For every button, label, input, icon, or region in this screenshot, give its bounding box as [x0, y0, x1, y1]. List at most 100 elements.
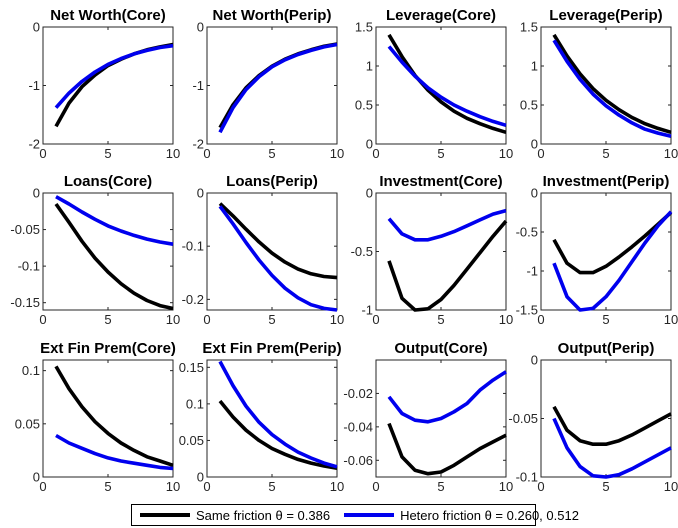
y-tick-label: 0	[33, 20, 40, 35]
x-tick-label: 5	[104, 479, 111, 494]
x-tick-label: 0	[372, 479, 379, 494]
x-tick-label: 5	[268, 479, 275, 494]
y-tick-label: -0.06	[343, 453, 373, 468]
x-tick-label: 0	[39, 146, 46, 161]
panel-8: Investment(Perip) 0 5 10 -1.5 -1 -0.5 0	[516, 173, 678, 327]
x-tick-label: 5	[602, 312, 609, 327]
panel-title: Net Worth(Perip)	[213, 7, 332, 24]
y-tick-label: 0.05	[179, 433, 204, 448]
series-line-hetero	[387, 370, 507, 424]
y-tick-label: -0.15	[10, 295, 40, 310]
legend-item-hetero: Hetero friction θ = 0.260, 0.512	[336, 508, 579, 523]
x-tick-label: 0	[203, 312, 210, 327]
legend-line-hetero	[344, 513, 395, 517]
x-tick-label: 10	[499, 146, 513, 161]
y-tick-label: 0.1	[186, 396, 204, 411]
y-tick-label: 1	[366, 59, 373, 74]
y-tick-label: -2	[28, 137, 40, 152]
x-tick-label: 10	[664, 479, 678, 494]
panel-1: Net Worth(Core) 0 5 10 -2 -1 0	[28, 7, 180, 161]
series-line-same	[387, 422, 507, 476]
panel-title: Ext Fin Prem(Perip)	[202, 340, 341, 357]
axes-box	[206, 26, 338, 145]
x-tick-label: 5	[268, 146, 275, 161]
series-line-hetero	[387, 208, 507, 242]
series-line-same	[54, 42, 174, 128]
panel-title: Output(Core)	[394, 340, 487, 357]
legend-label-same: Same friction θ = 0.386	[196, 507, 331, 523]
y-tick-label: -1	[192, 78, 204, 93]
series-line-same	[552, 405, 672, 447]
y-tick-label: -0.5	[516, 225, 538, 240]
y-tick-label: -0.04	[343, 419, 373, 434]
y-tick-label: 0	[531, 186, 538, 201]
y-tick-label: -1	[28, 78, 40, 93]
x-tick-label: 0	[372, 312, 379, 327]
y-tick-label: 0	[531, 353, 538, 368]
y-tick-label: 0	[366, 186, 373, 201]
series-line-hetero	[552, 210, 673, 312]
y-tick-label: 0	[197, 470, 204, 485]
panel-title: Leverage(Core)	[386, 7, 496, 24]
x-tick-label: 0	[39, 312, 46, 327]
y-tick-label: 0	[366, 137, 373, 152]
series-line-same	[387, 219, 508, 312]
x-tick-label: 5	[437, 312, 444, 327]
panel-9: Ext Fin Prem(Core) 0 5 10 0 0.05 0.1	[15, 340, 181, 494]
series-line-same	[218, 399, 338, 470]
x-tick-label: 10	[166, 146, 180, 161]
y-tick-label: 1.5	[355, 20, 373, 35]
x-tick-label: 0	[203, 146, 210, 161]
x-tick-label: 0	[537, 479, 544, 494]
series-line-same	[552, 33, 672, 135]
series-line-hetero	[55, 433, 174, 471]
series-line-same	[218, 202, 338, 280]
panel-12: Output(Perip) 0 5 10 -0.1 -0.05 0	[508, 340, 678, 494]
series-line-hetero	[552, 39, 672, 138]
y-tick-label: -0.5	[351, 244, 373, 259]
legend: Same friction θ = 0.386 Hetero friction …	[131, 504, 579, 526]
series-line-hetero	[218, 42, 338, 134]
y-tick-label: 0	[531, 137, 538, 152]
y-tick-label: 0.15	[179, 360, 204, 375]
x-tick-label: 10	[499, 312, 513, 327]
x-tick-label: 0	[203, 479, 210, 494]
x-tick-label: 10	[499, 479, 513, 494]
x-tick-label: 10	[330, 312, 344, 327]
series-line-hetero	[218, 205, 338, 312]
y-tick-label: -0.05	[508, 411, 538, 426]
x-tick-label: 5	[602, 146, 609, 161]
panel-title: Loans(Perip)	[226, 173, 318, 190]
series-line-hetero	[387, 45, 507, 128]
x-tick-label: 5	[602, 479, 609, 494]
y-tick-label: -0.1	[18, 259, 40, 274]
x-tick-label: 10	[166, 312, 180, 327]
y-tick-label: -0.1	[516, 470, 538, 485]
x-tick-label: 5	[437, 479, 444, 494]
x-tick-label: 5	[268, 312, 275, 327]
x-tick-label: 10	[166, 479, 180, 494]
panel-title: Net Worth(Core)	[50, 7, 166, 24]
legend-label-hetero: Hetero friction θ = 0.260, 0.512	[400, 507, 579, 523]
x-tick-label: 0	[537, 312, 544, 327]
x-tick-label: 0	[39, 479, 46, 494]
panel-4: Leverage(Perip) 0 5 10 0 0.5 1 1.5	[520, 7, 678, 161]
y-tick-label: 0	[33, 186, 40, 201]
y-tick-label: -0.05	[10, 222, 40, 237]
y-tick-label: 0	[33, 470, 40, 485]
y-tick-label: 0.5	[520, 98, 538, 113]
panel-title: Investment(Core)	[379, 173, 502, 190]
panel-3: Leverage(Core) 0 5 10 0 0.5 1 1.5	[355, 7, 513, 161]
y-tick-label: -0.1	[182, 239, 204, 254]
series-line-same	[387, 33, 507, 135]
y-tick-label: -2	[192, 137, 204, 152]
series-line-hetero	[54, 43, 174, 109]
series-line-hetero	[218, 360, 338, 469]
y-tick-label: 0.5	[355, 98, 373, 113]
series-line-same	[218, 42, 338, 129]
x-tick-label: 10	[330, 146, 344, 161]
y-tick-label: -1	[526, 264, 538, 279]
panel-title: Leverage(Perip)	[549, 7, 662, 24]
x-tick-label: 5	[104, 312, 111, 327]
panel-title: Investment(Perip)	[543, 173, 670, 190]
